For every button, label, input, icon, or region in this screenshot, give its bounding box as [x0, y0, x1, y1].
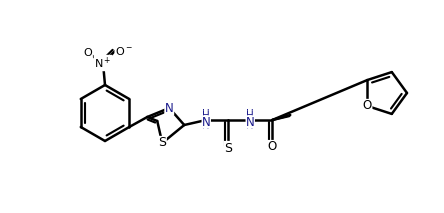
- Text: H
N: H N: [246, 109, 254, 131]
- Text: N$^+$: N$^+$: [94, 55, 112, 71]
- Text: H: H: [246, 111, 254, 121]
- Text: N: N: [165, 102, 174, 115]
- Text: N: N: [202, 115, 210, 128]
- Text: H
N: H N: [202, 109, 210, 131]
- Text: O: O: [268, 141, 277, 154]
- Text: S: S: [224, 141, 232, 154]
- Text: S: S: [158, 137, 166, 150]
- Text: N: N: [246, 115, 254, 128]
- Text: O: O: [363, 99, 372, 112]
- Text: O: O: [83, 48, 92, 58]
- Text: O$^-$: O$^-$: [115, 45, 133, 57]
- Text: H: H: [202, 111, 210, 121]
